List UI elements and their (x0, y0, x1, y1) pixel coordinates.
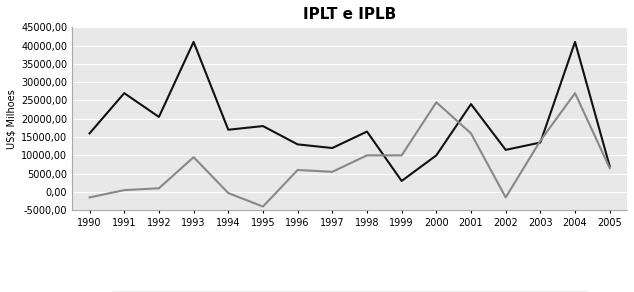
Investimento de portfólio líquido em bolsa (259, 205, 267, 208)
Investimento de portfólio líquido total (536, 141, 544, 144)
Investimento de portfólio líquido em bolsa (120, 188, 128, 192)
Investimento de portfólio líquido total (224, 128, 232, 131)
Investimento de portfólio líquido em bolsa (294, 168, 301, 172)
Investimento de portfólio líquido total (120, 91, 128, 95)
Investimento de portfólio líquido total (294, 142, 301, 146)
Title: IPLT e IPLB: IPLT e IPLB (303, 7, 396, 22)
Investimento de portfólio líquido total (398, 179, 406, 183)
Investimento de portfólio líquido em bolsa (606, 166, 614, 170)
Investimento de portfólio líquido total (86, 132, 93, 135)
Investimento de portfólio líquido em bolsa (86, 196, 93, 199)
Investimento de portfólio líquido em bolsa (432, 100, 440, 104)
Investimento de portfólio líquido em bolsa (190, 155, 197, 159)
Investimento de portfólio líquido total (467, 102, 475, 106)
Investimento de portfólio líquido em bolsa (155, 187, 163, 190)
Investimento de portfólio líquido em bolsa (224, 191, 232, 195)
Line: Investimento de portfólio líquido em bolsa: Investimento de portfólio líquido em bol… (89, 93, 610, 206)
Investimento de portfólio líquido em bolsa (363, 154, 371, 157)
Investimento de portfólio líquido em bolsa (502, 196, 510, 199)
Investimento de portfólio líquido em bolsa (571, 91, 579, 95)
Investimento de portfólio líquido total (328, 146, 336, 150)
Investimento de portfólio líquido em bolsa (398, 154, 406, 157)
Investimento de portfólio líquido total (502, 148, 510, 152)
Investimento de portfólio líquido total (259, 124, 267, 128)
Investimento de portfólio líquido total (190, 40, 197, 44)
Investimento de portfólio líquido em bolsa (467, 132, 475, 135)
Y-axis label: US$ Milhoes: US$ Milhoes (7, 89, 17, 149)
Investimento de portfólio líquido total (432, 154, 440, 157)
Investimento de portfólio líquido total (606, 165, 614, 168)
Investimento de portfólio líquido total (363, 130, 371, 133)
Line: Investimento de portfólio líquido total: Investimento de portfólio líquido total (89, 42, 610, 181)
Investimento de portfólio líquido em bolsa (536, 139, 544, 142)
Investimento de portfólio líquido em bolsa (328, 170, 336, 173)
Investimento de portfólio líquido total (155, 115, 163, 119)
Investimento de portfólio líquido total (571, 40, 579, 44)
